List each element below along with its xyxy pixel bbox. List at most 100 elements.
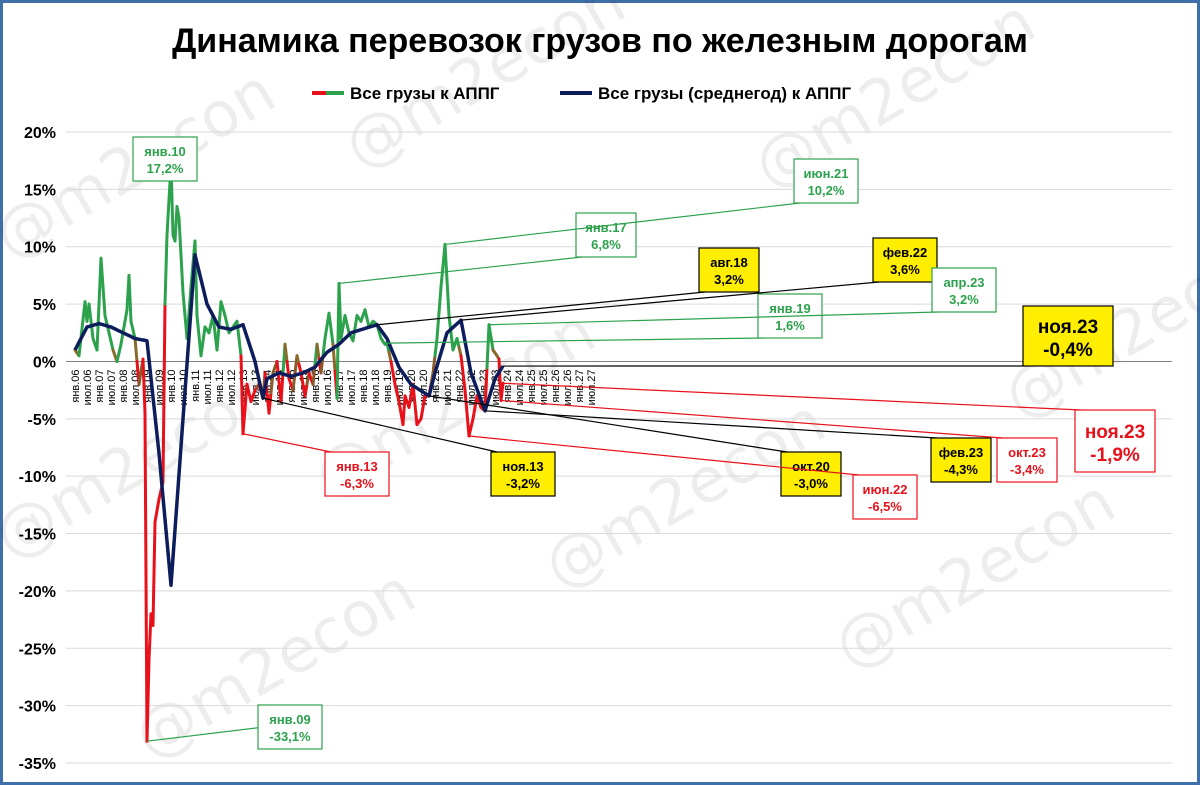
series-monthly-segment (237, 337, 243, 358)
series-monthly-segment (119, 331, 125, 346)
annotation-value: -33,1% (269, 729, 311, 744)
series-monthly-segment (165, 198, 171, 237)
series-monthly-segment (499, 381, 505, 402)
series-monthly-segment (413, 402, 419, 427)
series-monthly-segment (161, 302, 167, 484)
series-monthly-segment (323, 324, 329, 341)
legend-item-avg: Все грузы (среднегод) к АППГ (560, 84, 851, 103)
series-monthly-segment (141, 357, 147, 415)
series-monthly-segment (235, 319, 241, 341)
annotation-value: 3,2% (714, 272, 744, 287)
annotation-value: 3,6% (890, 262, 920, 277)
x-tick-label: июл.25 (538, 369, 550, 405)
series-monthly-segment (123, 308, 129, 323)
annotation-date: окт.20 (792, 459, 830, 474)
x-tick-label: июл.16 (322, 369, 334, 405)
series-monthly-segment (137, 370, 143, 386)
annotation-callout: апр.23 3,2% (488, 267, 997, 326)
series-monthly-segment (127, 273, 133, 323)
y-tick-label: 0% (33, 354, 56, 371)
x-tick-label: июл.06 (82, 369, 94, 405)
series-monthly-segment (175, 205, 181, 220)
annotation-leader (242, 433, 332, 453)
annotation-value: -3,0% (794, 476, 828, 491)
x-tick-label: янв.24 (502, 369, 514, 402)
series-monthly-segment (121, 319, 127, 335)
annotation-callout: окт.23 -3,4% (500, 399, 1058, 483)
annotation-box (575, 212, 637, 258)
series-monthly-segment (241, 407, 247, 436)
series-monthly-segment (193, 239, 199, 318)
annotation-box (1022, 305, 1114, 367)
series-monthly-segment (279, 371, 285, 404)
annotation-box (324, 451, 390, 497)
series-monthly-segment (489, 335, 495, 352)
annotation-value: -0,4% (1043, 340, 1093, 361)
annotation-leader (502, 382, 1082, 411)
series-monthly-segment (397, 400, 403, 415)
annotation-date: ноя.23 (1038, 317, 1098, 338)
annotation-callout: ноя.13 -3,2% (262, 397, 556, 497)
y-tick-label: -25% (19, 641, 56, 658)
series-monthly-segment (401, 394, 407, 427)
annotation-date: июн.22 (862, 482, 907, 497)
series-monthly-segment (163, 233, 169, 306)
series-monthly-segment (483, 366, 489, 413)
annotation-box (852, 474, 918, 520)
chart-title: Динамика перевозок грузов по железным до… (172, 22, 1028, 60)
annotation-callout: фев.22 3,6% (460, 237, 938, 321)
x-tick-label: июл.11 (202, 369, 214, 404)
annotation-date: янв.10 (144, 144, 186, 159)
annotation-date: янв.13 (336, 459, 378, 474)
series-monthly-segment (443, 242, 449, 282)
series-monthly-segment (461, 371, 467, 392)
annotation-box (257, 704, 323, 750)
annotation-value: -3,4% (1010, 462, 1044, 477)
series-monthly-segment (445, 278, 451, 318)
annotation-value: -3,2% (506, 476, 540, 491)
series-monthly-segment (195, 314, 201, 338)
annotation-date: янв.09 (269, 712, 311, 727)
series-monthly-segment (337, 281, 343, 341)
y-tick-label: 20% (24, 125, 56, 142)
annotation-box (780, 451, 842, 497)
series-monthly-segment (471, 405, 477, 421)
annotation-value: -6,5% (868, 499, 902, 514)
annotation-leader (444, 202, 801, 246)
series-monthly-segment (87, 302, 93, 323)
series-monthly-segment (387, 350, 393, 363)
annotation-callout: янв.13 -6,3% (242, 433, 390, 497)
annotation-callout: янв.17 6,8% (338, 212, 637, 285)
x-tick-label: июл.24 (514, 369, 526, 405)
series-monthly-segment (433, 337, 439, 358)
x-tick-label: июл.26 (562, 369, 574, 405)
series-monthly-segment (303, 382, 309, 398)
x-tick-label: янв.11 (190, 369, 202, 401)
annotation-value: 3,2% (949, 292, 979, 307)
legend: Все грузы к АППГ Все грузы (среднегод) к… (312, 84, 851, 103)
annotation-leader (386, 337, 765, 344)
annotation-date: янв.19 (769, 301, 811, 316)
series-monthly-segment (201, 325, 207, 343)
annotation-value: -6,3% (340, 476, 374, 491)
annotation-callout: июн.22 -6,5% (468, 435, 918, 520)
x-tick-label: июл.12 (226, 369, 238, 405)
annotation-leader (262, 397, 498, 453)
x-tick-label: янв.16 (310, 369, 322, 402)
annotation-date: ноя.13 (502, 459, 543, 474)
annotation-value: 6,8% (591, 237, 621, 252)
annotation-box (996, 437, 1058, 483)
series-monthly-segment (99, 256, 105, 289)
annotation-box (931, 267, 997, 313)
series-monthly-segment (391, 371, 397, 386)
series-monthly-segment (101, 285, 107, 318)
y-tick-label: 10% (24, 240, 56, 257)
annotation-leader (484, 410, 938, 439)
annotation-leader (468, 435, 860, 476)
annotation-leader (428, 395, 788, 453)
series-monthly-segment (459, 354, 465, 375)
series-monthly-segment (95, 302, 101, 352)
annotation-callout: янв.09 -33,1% (146, 704, 323, 750)
annotation-date: авг.18 (710, 255, 747, 270)
y-tick-label: 5% (33, 297, 56, 314)
